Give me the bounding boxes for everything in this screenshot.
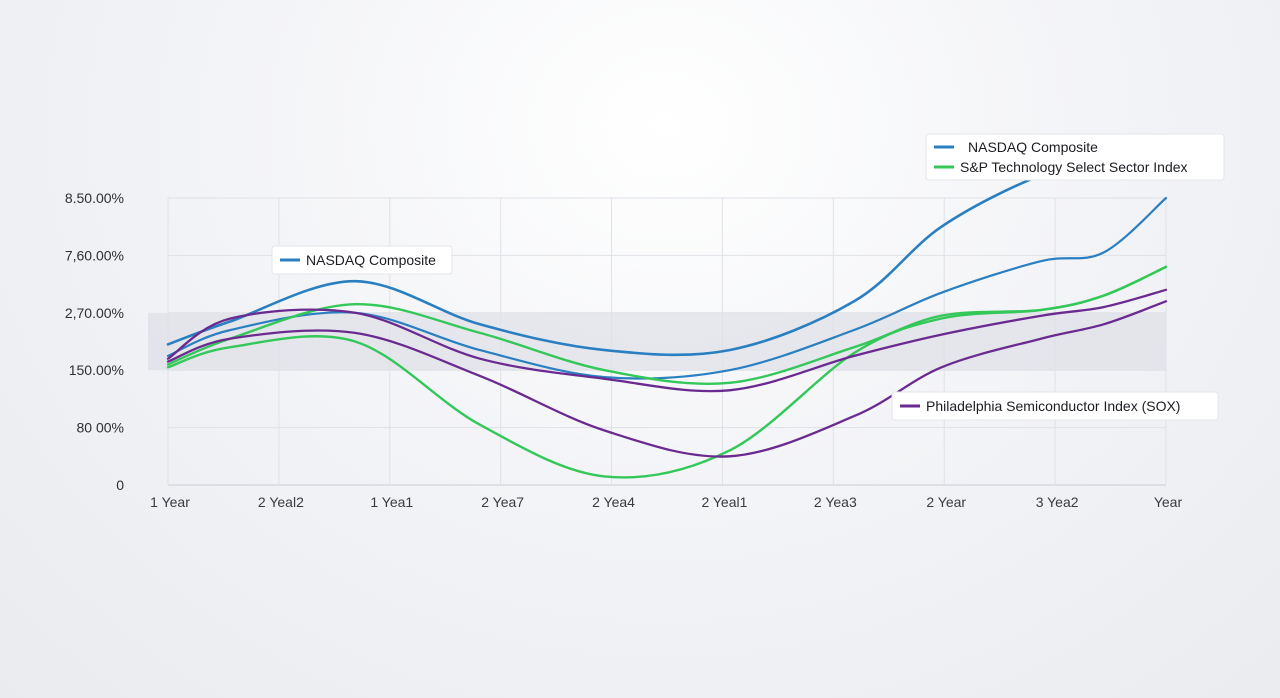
- x-tick-label: 2 Yeal2: [258, 494, 304, 510]
- x-tick-label: 3 Yea2: [1036, 494, 1079, 510]
- series-lines: [166, 162, 1168, 479]
- y-tick-label: 150.00%: [69, 362, 124, 378]
- y-tick-label: 0: [116, 477, 124, 493]
- x-tick-label: 2 Year: [926, 494, 966, 510]
- x-tick-label: 2 Yea7: [481, 494, 524, 510]
- series-line-5: [166, 288, 1168, 393]
- y-tick-label: 8.50.00%: [65, 190, 124, 206]
- x-tick-label: 1 Yea1: [370, 494, 413, 510]
- x-tick-label: 2 Yeal1: [701, 494, 747, 510]
- legends: NASDAQ Composite S&P Technology Select Se…: [271, 133, 1225, 421]
- series-line-6: [166, 300, 1168, 458]
- series-line-2: [166, 196, 1168, 380]
- legend-label: Philadelphia Semiconductor Index (SOX): [926, 398, 1180, 414]
- x-tick-label: 2 Yea4: [592, 494, 635, 510]
- y-tick-label: 80 00%: [77, 420, 124, 436]
- highlight-band: [148, 312, 1166, 371]
- series-line-4: [166, 265, 1168, 479]
- legend-box-right: [891, 391, 1219, 421]
- x-axis-ticks: 1 Year 2 Yeal2 1 Yea1 2 Yea7 2 Yea4 2 Yeal1 2 …: [150, 494, 1182, 510]
- legend-box-top-left: [271, 245, 453, 275]
- y-axis-ticks: 8.50.00% 7,60.00% 2,70.00% 150.00% 80 00% 0: [65, 190, 124, 493]
- x-tick-label: Year: [1154, 494, 1183, 510]
- legend-label: NASDAQ Composite: [306, 252, 436, 268]
- x-tick-label: 1 Year: [150, 494, 190, 510]
- legend-label: S&P Technology Select Sector Index: [960, 159, 1188, 175]
- x-tick-label: 2 Yea3: [814, 494, 857, 510]
- legend-label: NASDAQ Composite: [968, 139, 1098, 155]
- y-tick-label: 7,60.00%: [65, 247, 124, 263]
- y-tick-label: 2,70.00%: [65, 305, 124, 321]
- legend-box-top-right: [925, 133, 1225, 181]
